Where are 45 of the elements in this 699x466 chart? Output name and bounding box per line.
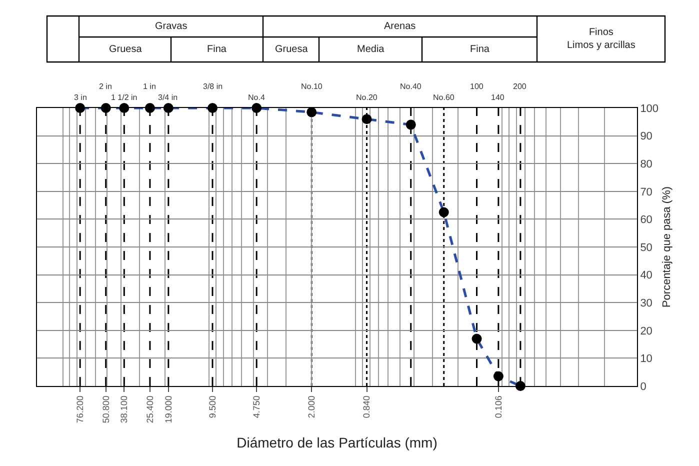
- x-tick-label: 0.840: [362, 396, 372, 418]
- annotation: 140: [491, 93, 505, 102]
- annotation: 200: [513, 82, 527, 91]
- y-tick-label: 100: [640, 102, 659, 115]
- annotation: No.40: [400, 82, 422, 91]
- text: Fina: [470, 44, 490, 55]
- x-tick-label: 4.750: [252, 396, 262, 418]
- x-tick-label: 0.106: [493, 396, 504, 418]
- y-axis-title: Porcentaje que pasa (%): [660, 186, 673, 308]
- annotation: No.4: [248, 93, 266, 102]
- y-tick-label: 80: [640, 158, 652, 170]
- y-tick-label: 10: [640, 353, 652, 366]
- annotation: 1 1/2 in: [111, 93, 138, 102]
- y-tick-label: 20: [640, 325, 652, 338]
- y-tick-label: 0: [640, 380, 646, 393]
- x-tick-label: 76.200: [75, 396, 86, 424]
- annotation: No.10: [301, 82, 323, 91]
- text: Gravas: [155, 21, 188, 32]
- y-tick-label: 70: [640, 186, 652, 198]
- y-tick-label: 30: [640, 297, 652, 310]
- annotation: 3 in: [74, 93, 87, 102]
- annotation: 3/8 in: [203, 82, 223, 91]
- text: Gruesa: [275, 44, 308, 55]
- x-tick-label: 2.000: [306, 396, 317, 418]
- annotation: 100: [470, 82, 484, 91]
- x-tick-label: 50.800: [100, 396, 111, 424]
- x-tick-label: 38.100: [119, 396, 130, 424]
- annotation: No.20: [356, 93, 378, 102]
- x-tick-label: 25.400: [144, 396, 155, 424]
- x-axis-title: Diámetro de las Partículas (mm): [236, 434, 438, 450]
- y-tick-label: 60: [640, 214, 652, 226]
- annotation: No.60: [433, 93, 455, 102]
- annotation: 2 in: [99, 82, 112, 91]
- text: Fina: [207, 44, 227, 55]
- x-tick-label: 9.500: [207, 396, 218, 418]
- y-tick-label: 40: [640, 270, 652, 282]
- text: Arenas: [384, 21, 416, 32]
- text: Gruesa: [109, 44, 142, 55]
- x-tick-label: 19.000: [163, 396, 174, 424]
- annotation: 1 in: [143, 82, 156, 91]
- y-tick-label: 90: [640, 130, 652, 143]
- text: Media: [357, 44, 385, 55]
- y-tick-label: 50: [640, 242, 652, 254]
- annotation: 3/4 in: [158, 93, 178, 102]
- text: Finos Limos y arcillas: [567, 27, 636, 51]
